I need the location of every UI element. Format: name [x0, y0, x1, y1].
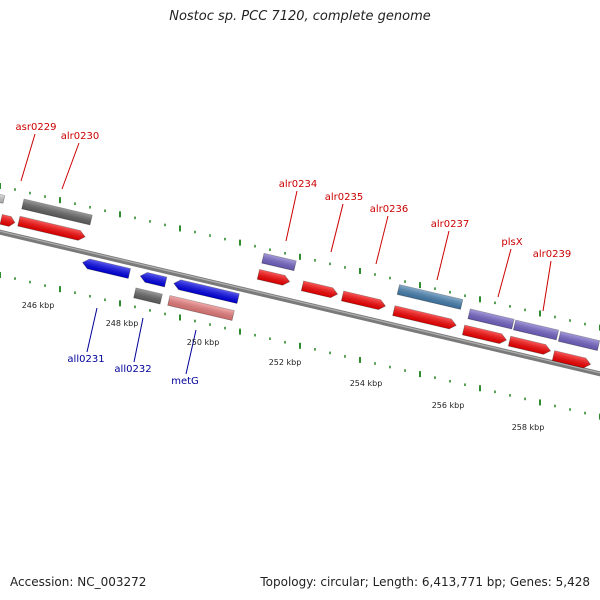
feature-arrow[interactable] — [461, 324, 508, 345]
leader-line — [185, 329, 197, 375]
feature-label[interactable]: alr0237 — [431, 219, 469, 230]
scale-label: 258 kbp — [512, 423, 545, 432]
scale-label: 248 kbp — [106, 319, 139, 328]
ticks-group — [0, 183, 600, 420]
feature-box[interactable] — [261, 252, 297, 272]
leader-line — [285, 190, 298, 242]
feature-box[interactable] — [396, 284, 464, 310]
feature-label[interactable]: alr0230 — [61, 131, 99, 142]
feature-label[interactable]: alr0236 — [370, 204, 408, 215]
scale-label: 246 kbp — [22, 301, 55, 310]
scale-label: 252 kbp — [269, 358, 302, 367]
feature-label[interactable]: all0232 — [114, 364, 151, 375]
feature-box[interactable] — [167, 295, 235, 321]
feature-label[interactable]: alr0239 — [533, 249, 571, 260]
scale-label: 254 kbp — [350, 379, 383, 388]
feature-box[interactable] — [467, 308, 515, 330]
leader-line — [86, 307, 98, 353]
feature-arrow[interactable] — [17, 215, 86, 241]
feature-arrow[interactable] — [173, 279, 240, 304]
features-group — [0, 192, 600, 369]
feature-label[interactable]: all0231 — [67, 354, 104, 365]
feature-label[interactable]: plsX — [501, 237, 522, 248]
feature-arrow[interactable] — [81, 258, 131, 279]
leader-line — [375, 215, 389, 265]
feature-arrow[interactable] — [507, 335, 552, 355]
feature-arrow[interactable] — [0, 214, 16, 228]
feature-box[interactable] — [133, 287, 163, 305]
map-title: Nostoc sp. PCC 7120, complete genome — [169, 9, 431, 24]
leader-line — [436, 230, 450, 281]
feature-arrow[interactable] — [392, 305, 458, 330]
backbone-highlight — [0, 230, 600, 374]
leader-line — [542, 260, 552, 312]
scale-label: 256 kbp — [432, 401, 465, 410]
feature-label[interactable]: metG — [171, 376, 199, 387]
backbone-line — [0, 229, 600, 377]
feature-label[interactable]: alr0235 — [325, 192, 363, 203]
feature-box[interactable] — [21, 198, 93, 226]
feature-arrow[interactable] — [551, 350, 592, 369]
accession-text: Accession: NC_003272 — [10, 575, 147, 589]
leader-line — [61, 142, 80, 190]
labels-group: asr0229 alr0230 alr0234 alr0235 alr0236 alr02… — [16, 122, 572, 432]
leader-line — [20, 133, 36, 182]
feature-label[interactable]: alr0234 — [279, 179, 317, 190]
summary-text: Topology: circular; Length: 6,413,771 bp… — [260, 575, 590, 589]
feature-box[interactable] — [0, 192, 6, 204]
leader-line — [133, 317, 144, 363]
leader-line — [497, 248, 512, 298]
feature-arrow[interactable] — [256, 268, 291, 286]
feature-label[interactable]: asr0229 — [16, 122, 57, 133]
feature-arrow[interactable] — [300, 280, 339, 299]
feature-box[interactable] — [512, 319, 560, 341]
feature-box[interactable] — [557, 331, 600, 351]
feature-arrow[interactable] — [340, 290, 387, 311]
leader-line — [330, 203, 344, 253]
feature-arrow[interactable] — [139, 271, 168, 288]
scale-label: 250 kbp — [187, 338, 220, 347]
